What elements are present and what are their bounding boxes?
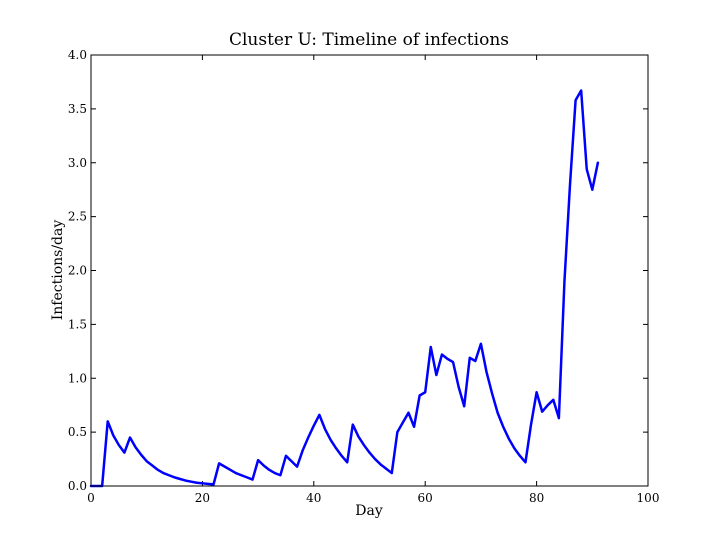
x-tick-label: 40 — [306, 491, 321, 505]
series-layer — [89, 89, 600, 488]
y-tick-label: 2.5 — [68, 210, 87, 224]
y-tick-label: 1.0 — [68, 371, 87, 385]
x-tick-label: 0 — [87, 491, 95, 505]
y-tick-label: 4.0 — [68, 48, 87, 62]
y-tick-label: 1.5 — [68, 317, 87, 331]
y-axis-label: Infections/day — [50, 220, 66, 321]
y-tick-label: 2.0 — [68, 264, 87, 278]
x-tick-label: 60 — [418, 491, 433, 505]
y-tick-label: 0.0 — [68, 479, 87, 493]
y-tick-label: 3.0 — [68, 156, 87, 170]
tick-layer: 0 20 40 60 80 100 0.0 0.5 1.0 1.5 2.0 2.5 3.0 3.5 4.0 — [68, 48, 660, 505]
chart-title: Cluster U: Timeline of infections — [229, 30, 509, 50]
x-tick-label: 20 — [195, 491, 210, 505]
series-line — [89, 89, 600, 488]
y-tick-label: 0.5 — [68, 425, 87, 439]
plot-frame — [90, 54, 649, 487]
x-tick-label: 80 — [529, 491, 544, 505]
y-tick-label: 3.5 — [68, 102, 87, 116]
x-axis-label: Day — [355, 503, 383, 519]
x-tick-label: 100 — [637, 491, 660, 505]
